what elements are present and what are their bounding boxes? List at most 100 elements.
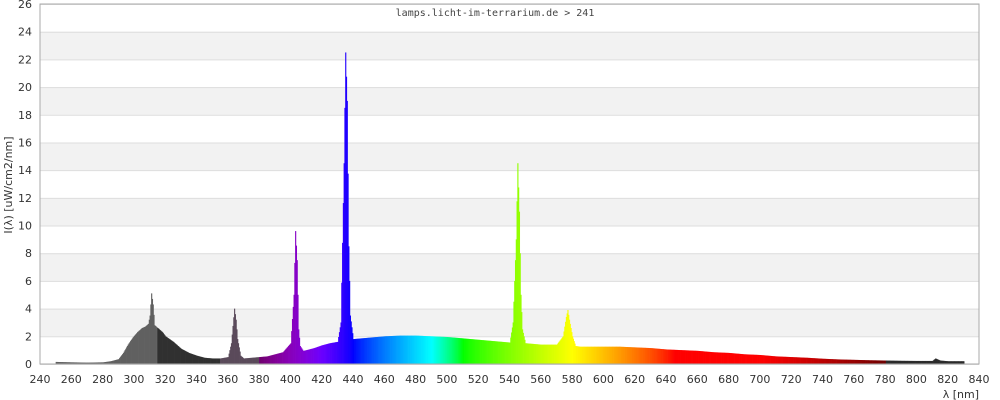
spectrum-bar bbox=[488, 340, 490, 364]
spectrum-bar bbox=[749, 354, 751, 364]
spectrum-bar bbox=[801, 357, 803, 364]
spectrum-bar bbox=[540, 344, 542, 364]
spectrum-bar bbox=[813, 358, 815, 364]
spectrum-bar bbox=[144, 326, 146, 364]
spectrum-bar bbox=[396, 335, 398, 364]
spectrum-bar bbox=[466, 338, 468, 364]
spectrum-bar bbox=[805, 357, 807, 364]
spectrum-bar bbox=[442, 336, 445, 364]
spectrum-bar bbox=[784, 356, 786, 364]
spectrum-bar bbox=[856, 359, 858, 364]
spectrum-bar bbox=[461, 338, 463, 364]
spectrum-bar bbox=[476, 339, 478, 364]
spectrum-bar bbox=[220, 358, 222, 364]
spectrum-bar bbox=[581, 346, 583, 364]
spectrum-bar bbox=[147, 324, 149, 364]
spectrum-bar bbox=[717, 352, 719, 364]
spectrum-bar bbox=[210, 358, 212, 364]
spectrum-bar bbox=[230, 346, 232, 364]
spectrum-bar bbox=[497, 341, 499, 364]
spectrum-bar bbox=[66, 362, 68, 364]
spectrum-bar bbox=[83, 362, 85, 364]
spectrum-bar bbox=[885, 360, 888, 364]
spectrum-bar bbox=[516, 201, 518, 364]
spectrum-bar bbox=[882, 360, 884, 364]
x-tick-label: 440 bbox=[343, 373, 364, 386]
spectrum-bar bbox=[534, 344, 536, 364]
spectrum-bar bbox=[305, 350, 307, 364]
spectrum-bar bbox=[845, 359, 848, 364]
spectrum-bar bbox=[949, 361, 951, 364]
spectrum-bar bbox=[943, 360, 945, 364]
spectrum-bar bbox=[704, 351, 706, 364]
spectrum-bar bbox=[583, 346, 585, 364]
spectrum-bar bbox=[266, 356, 268, 364]
spectrum-bar bbox=[204, 357, 206, 364]
spectrum-bar bbox=[308, 349, 310, 364]
spectrum-bar bbox=[179, 347, 181, 364]
spectrum-bar bbox=[734, 353, 736, 364]
spectrum-bar bbox=[222, 358, 224, 364]
spectrum-bar bbox=[880, 360, 882, 364]
spectrum-bar bbox=[915, 360, 917, 364]
spectrum-bar bbox=[507, 342, 510, 364]
spectrum-bar bbox=[338, 337, 340, 364]
spectrum-bar bbox=[444, 336, 446, 364]
spectrum-bar bbox=[258, 357, 260, 364]
spectrum-bar bbox=[844, 359, 846, 364]
spectrum-bar bbox=[162, 333, 164, 364]
spectrum-bar bbox=[842, 359, 844, 364]
spectrum-bar bbox=[396, 335, 398, 364]
spectrum-bar bbox=[928, 360, 930, 364]
spectrum-bar bbox=[666, 349, 668, 364]
spectrum-bar bbox=[712, 352, 715, 364]
spectrum-bar bbox=[110, 361, 112, 364]
spectrum-bar bbox=[809, 357, 811, 364]
spectrum-bar bbox=[747, 354, 749, 364]
spectrum-bar bbox=[500, 341, 502, 364]
spectrum-bar bbox=[480, 339, 482, 364]
spectrum-bar bbox=[111, 361, 113, 364]
spectrum-bar bbox=[775, 356, 777, 364]
spectrum-bar bbox=[649, 348, 651, 364]
spectrum-bar bbox=[825, 358, 827, 364]
spectrum-bar bbox=[428, 336, 430, 364]
spectrum-bar bbox=[155, 325, 157, 364]
spectrum-bar bbox=[867, 360, 870, 364]
spectrum-bar bbox=[686, 350, 688, 364]
spectrum-bar bbox=[566, 313, 568, 364]
x-tick-label: 420 bbox=[311, 373, 332, 386]
spectrum-bar bbox=[459, 338, 461, 364]
spectrum-bar bbox=[320, 345, 323, 364]
spectrum-bar bbox=[622, 346, 624, 364]
spectrum-bar bbox=[423, 335, 425, 364]
spectrum-bar bbox=[462, 338, 464, 364]
spectrum-bar bbox=[332, 342, 334, 364]
spectrum-bar bbox=[514, 260, 517, 364]
x-tick-label: 760 bbox=[843, 373, 864, 386]
spectrum-bar bbox=[895, 360, 897, 364]
spectrum-bar bbox=[261, 356, 263, 364]
spectrum-bar bbox=[335, 342, 337, 364]
spectrum-bar bbox=[698, 350, 700, 364]
spectrum-bar bbox=[752, 354, 754, 364]
spectrum-bar bbox=[111, 360, 114, 364]
spectrum-bar bbox=[653, 348, 655, 364]
spectrum-bar bbox=[457, 337, 459, 364]
spectrum-bar bbox=[763, 355, 765, 364]
spectrum-bar bbox=[923, 360, 925, 364]
spectrum-bar bbox=[490, 340, 492, 364]
spectrum-bar bbox=[181, 349, 183, 364]
spectrum-bar bbox=[664, 349, 666, 364]
spectrum-bar bbox=[646, 347, 648, 364]
spectrum-bar bbox=[571, 332, 573, 364]
spectrum-bar bbox=[392, 335, 395, 364]
spectrum-bar bbox=[289, 344, 291, 364]
x-tick-label: 740 bbox=[812, 373, 833, 386]
grid-band bbox=[40, 197, 979, 226]
spectrum-bar bbox=[782, 356, 784, 364]
spectrum-bar bbox=[378, 336, 380, 364]
spectrum-bar bbox=[547, 344, 549, 364]
spectrum-bar bbox=[342, 242, 344, 364]
spectrum-bar bbox=[281, 352, 283, 364]
